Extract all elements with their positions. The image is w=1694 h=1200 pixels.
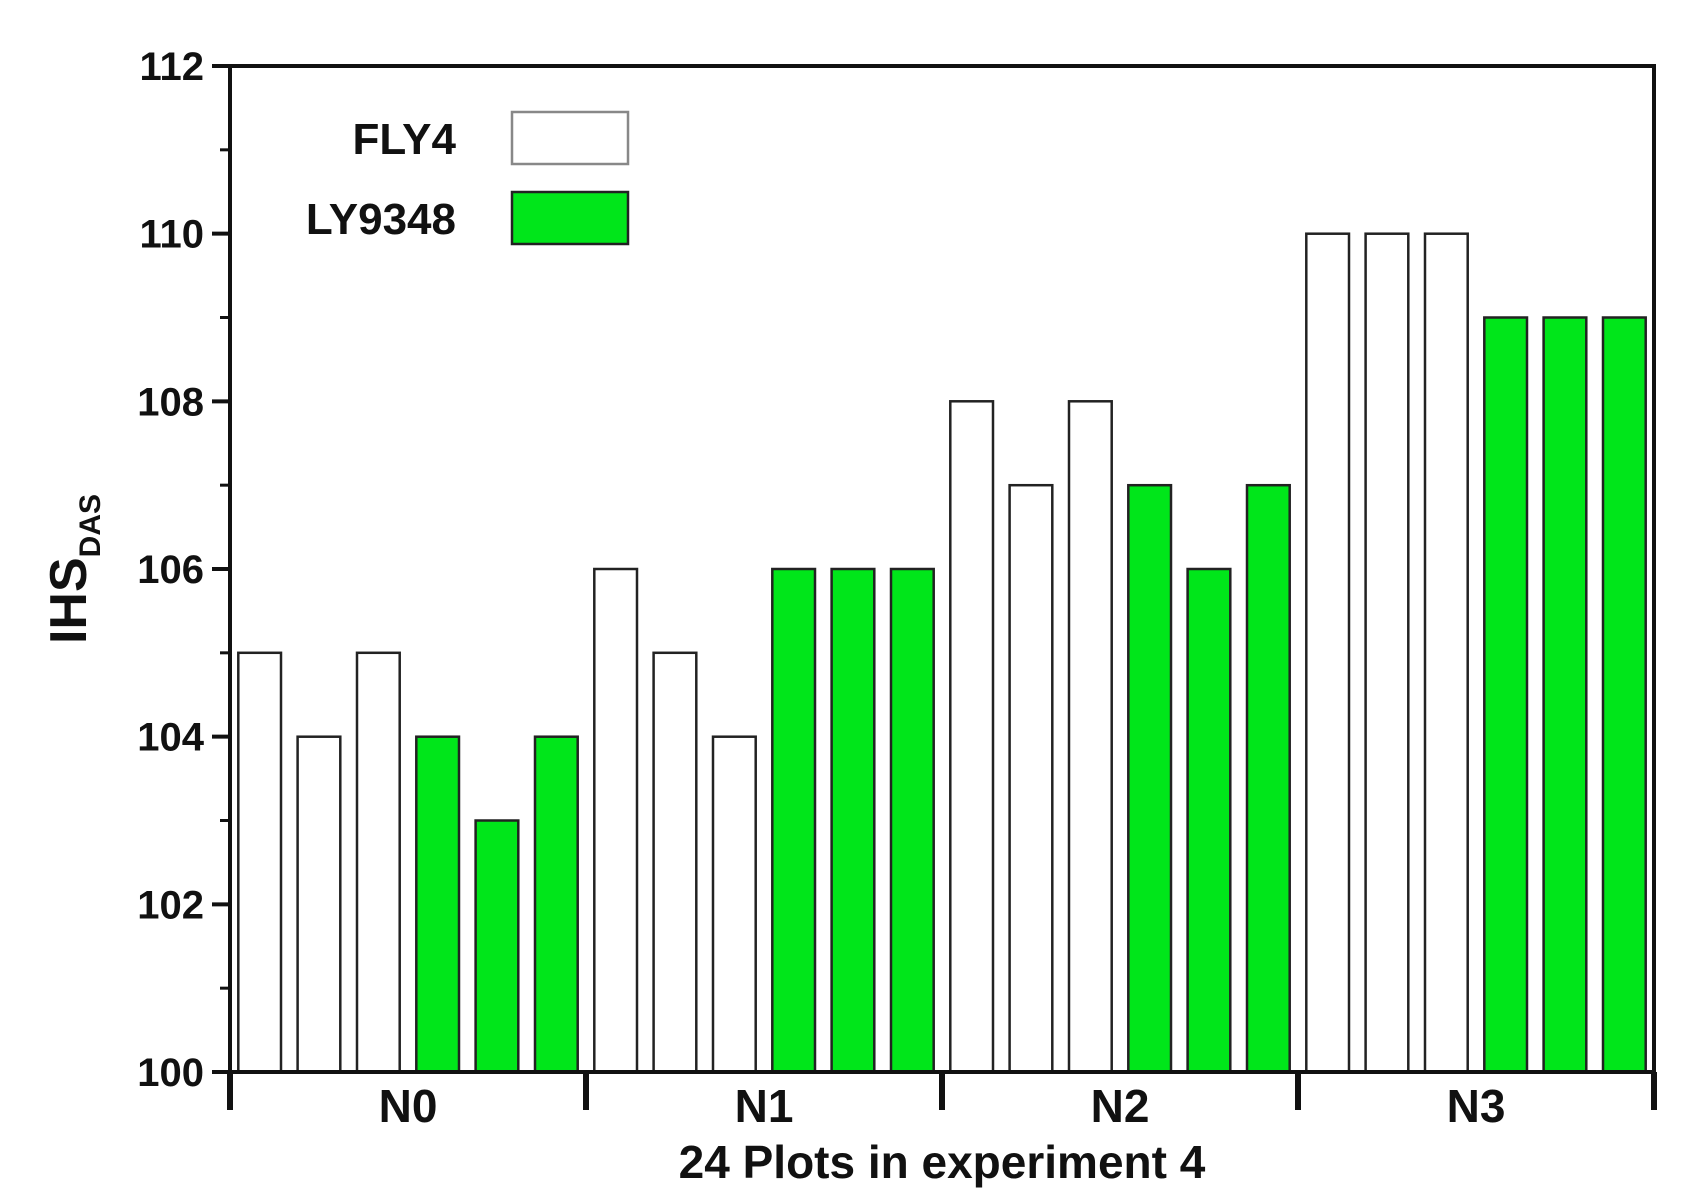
x-axis-group-ticks: N0 N1 N2 N3 xyxy=(227,1072,1657,1132)
y-axis-ticks: 100 102 104 106 108 110 112 xyxy=(137,45,230,1095)
y-tick-label: 106 xyxy=(137,548,204,592)
x-group-label-n1: N1 xyxy=(735,1080,794,1132)
bar-n1-ly9348-3 xyxy=(889,567,935,1074)
bar-n3-fly4-2 xyxy=(1364,232,1410,1074)
bar-n0-ly9348-2 xyxy=(474,819,520,1074)
y-tick-label: 104 xyxy=(137,716,204,760)
bar-n0-fly4-1 xyxy=(237,651,283,1074)
bar-n1-fly4-2 xyxy=(652,651,698,1074)
legend-swatch-ly9348 xyxy=(510,190,630,246)
x-group-label-n2: N2 xyxy=(1091,1080,1150,1132)
legend-swatch-fly4 xyxy=(510,110,630,166)
bar-n3-fly4-1 xyxy=(1305,232,1351,1074)
x-group-label-n3: N3 xyxy=(1447,1080,1506,1132)
bar-n3-ly9348-3 xyxy=(1601,316,1647,1074)
y-axis-title-subscript: DAS xyxy=(74,494,107,557)
y-tick-label: 100 xyxy=(137,1051,204,1095)
bar-n0-ly9348-3 xyxy=(533,735,579,1074)
y-tick-label: 102 xyxy=(137,883,204,927)
bar-n2-fly4-2 xyxy=(1008,483,1054,1074)
x-axis-title: 24 Plots in experiment 4 xyxy=(679,1136,1206,1188)
y-axis-title: IHSDAS xyxy=(40,494,107,644)
bar-n1-ly9348-2 xyxy=(830,567,876,1074)
x-group-label-n0: N0 xyxy=(379,1080,438,1132)
legend-label-ly9348: LY9348 xyxy=(306,195,456,244)
bar-n3-ly9348-2 xyxy=(1542,316,1588,1074)
bars-layer xyxy=(237,232,1647,1074)
legend-label-fly4: FLY4 xyxy=(352,115,456,164)
y-tick-label: 110 xyxy=(139,213,204,257)
y-tick-label: 112 xyxy=(139,45,204,89)
bar-n0-fly4-2 xyxy=(296,735,342,1074)
legend: FLY4 LY9348 xyxy=(306,110,630,246)
bar-n1-fly4-1 xyxy=(593,567,639,1074)
bar-n1-fly4-3 xyxy=(711,735,757,1074)
bar-n2-ly9348-2 xyxy=(1186,567,1232,1074)
bar-n2-ly9348-3 xyxy=(1245,483,1291,1074)
bar-n2-fly4-3 xyxy=(1067,400,1113,1074)
bar-n3-ly9348-1 xyxy=(1483,316,1529,1074)
bar-n1-ly9348-1 xyxy=(771,567,817,1074)
y-axis-title-main: IHS xyxy=(40,557,98,644)
y-tick-label: 108 xyxy=(137,380,204,424)
bar-n0-ly9348-1 xyxy=(415,735,461,1074)
bar-n2-ly9348-1 xyxy=(1127,483,1173,1074)
bar-n0-fly4-3 xyxy=(355,651,401,1074)
bar-n3-fly4-3 xyxy=(1423,232,1469,1074)
bar-n2-fly4-1 xyxy=(949,400,995,1074)
